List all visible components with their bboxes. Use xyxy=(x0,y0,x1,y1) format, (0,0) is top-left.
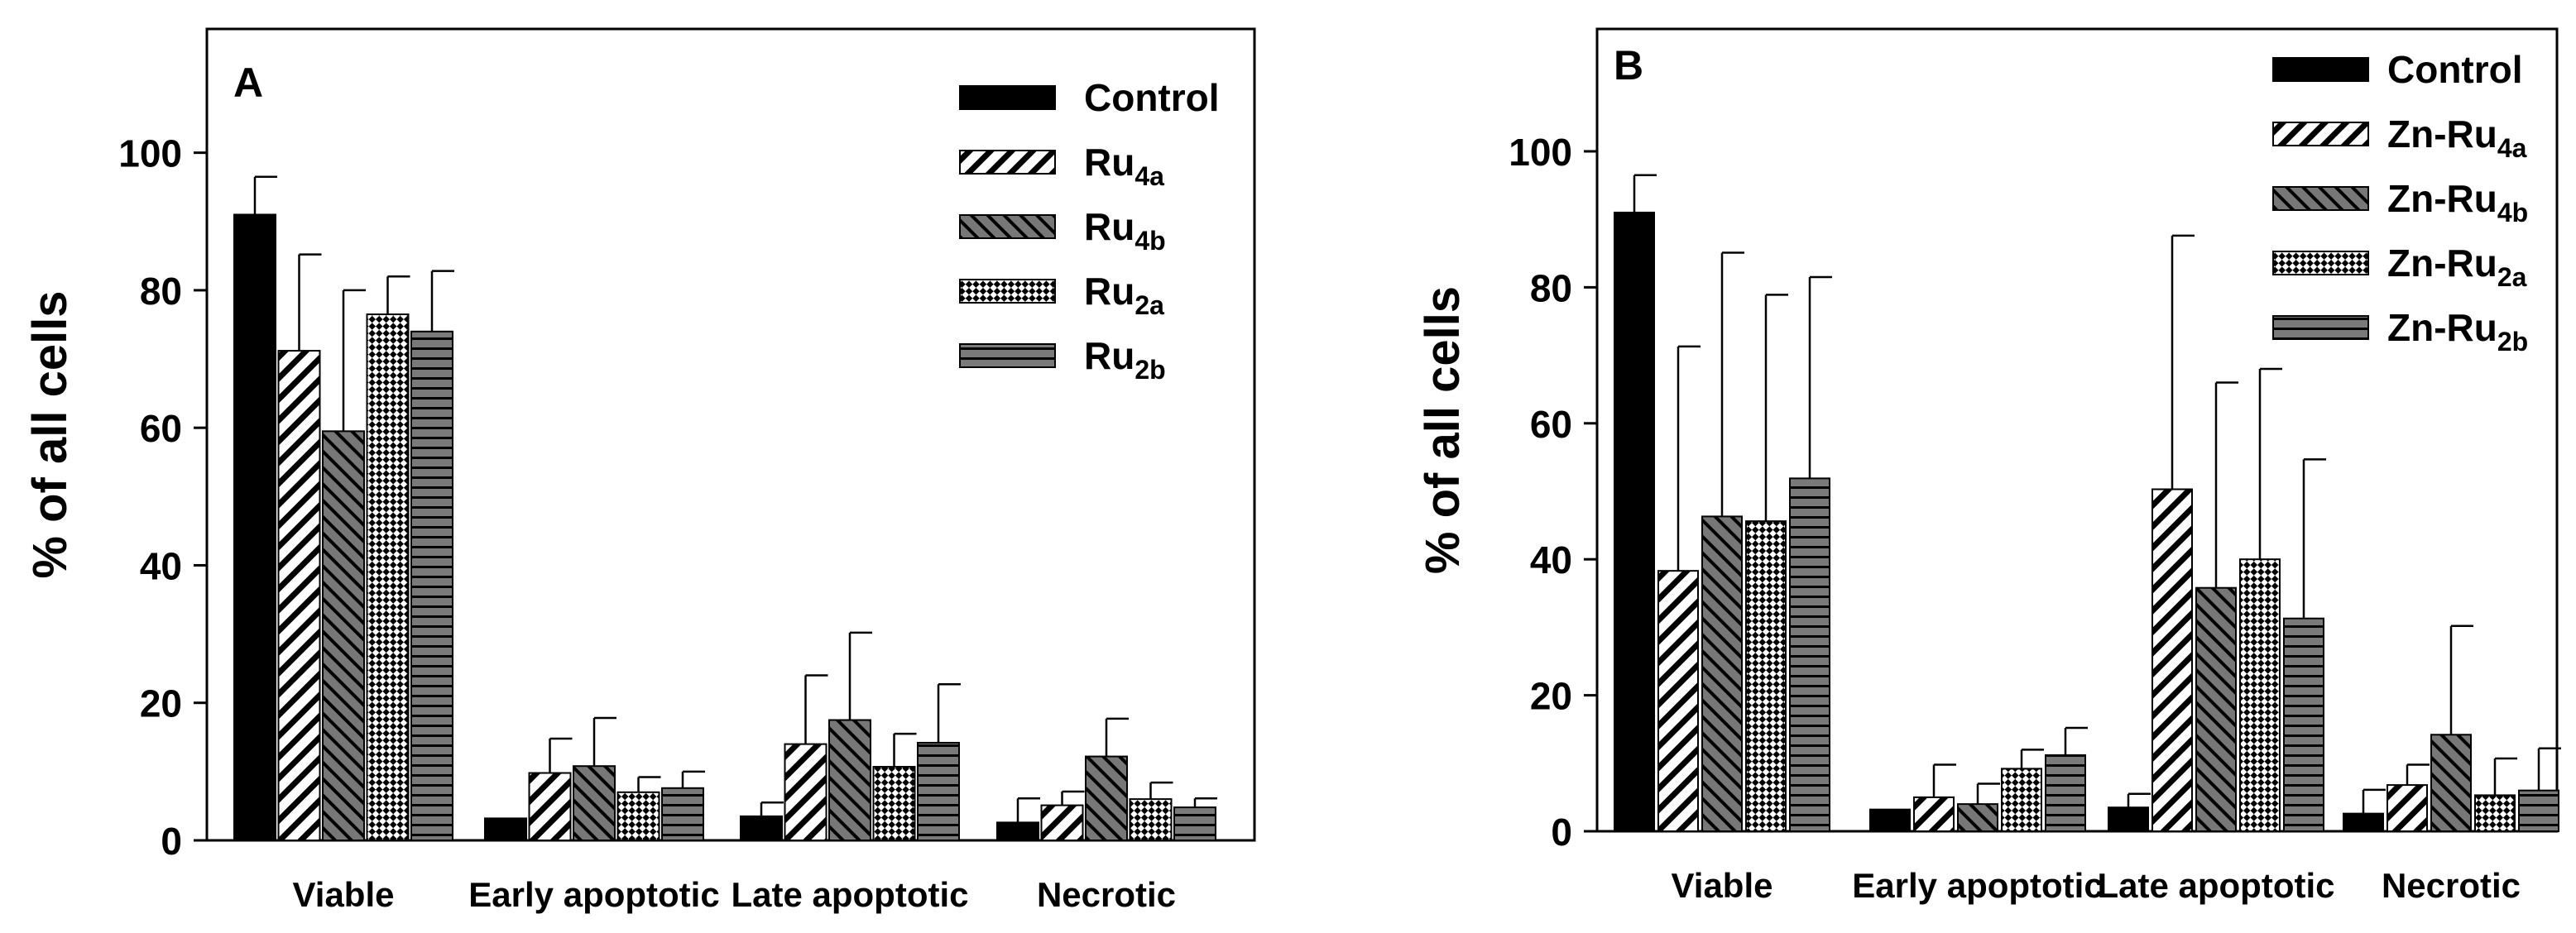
category-label-a-3: Necrotic xyxy=(1037,875,1176,914)
category-label-b-3: Necrotic xyxy=(2382,866,2521,905)
y-tick-label-b: 0 xyxy=(1551,811,1572,854)
y-tick-label-a: 0 xyxy=(161,820,182,863)
bar-a-0-1 xyxy=(277,350,321,841)
bar-a-0-0 xyxy=(233,213,276,841)
panel-label-a: A xyxy=(233,60,263,106)
legend-label-b-4: Zn-Ru2b xyxy=(2387,306,2528,356)
bar-b-0-4 xyxy=(1789,477,1830,832)
category-label-a-0: Viable xyxy=(293,875,395,914)
bar-b-3-0 xyxy=(2343,812,2384,833)
legend-subscript-b-4: 2b xyxy=(2497,327,2528,356)
category-label-b-2: Late apoptotic xyxy=(2097,866,2334,905)
bar-a-1-1 xyxy=(528,772,572,841)
legend-subscript-a-3: 2a xyxy=(1134,290,1164,320)
bar-b-1-0 xyxy=(1869,808,1911,832)
y-axis-label-a: % of all cells xyxy=(23,290,77,578)
y-tick-label-a: 60 xyxy=(140,407,182,450)
legend-swatch-a-0 xyxy=(959,85,1056,110)
bar-a-3-4 xyxy=(1173,806,1216,841)
legend-swatch-a-4 xyxy=(959,343,1056,368)
bar-a-2-2 xyxy=(828,719,871,841)
chart-panel-a: 0 20 40 60 80 100 % of all cells A Viable Early a… xyxy=(23,27,1256,914)
legend-label-a-3: Ru2a xyxy=(1084,270,1164,320)
y-tick-label-b: 40 xyxy=(1530,538,1572,581)
bar-a-3-3 xyxy=(1129,798,1173,842)
y-axis-label-b: % of all cells xyxy=(1416,286,1470,574)
legend-label-a-0: Control xyxy=(1084,76,1220,119)
y-tick-label-b: 60 xyxy=(1530,403,1572,446)
legend-label-a-1: Ru4a xyxy=(1084,141,1164,191)
chart-panel-b: 0 20 40 60 80 100 % of all cells B Viable Early a… xyxy=(1416,27,2561,905)
legend-subscript-b-2: 4b xyxy=(2497,198,2528,227)
bar-a-2-1 xyxy=(784,743,827,841)
legend-label-b-0: Control xyxy=(2387,48,2523,91)
legend-swatch-b-2 xyxy=(2272,186,2369,211)
bar-b-3-3 xyxy=(2474,794,2516,832)
bar-b-3-1 xyxy=(2387,784,2428,832)
category-label-b-1: Early apoptotic xyxy=(1852,866,2103,905)
bar-b-1-4 xyxy=(2045,754,2086,832)
legend-subscript-a-4: 2b xyxy=(1134,355,1165,385)
bar-b-0-1 xyxy=(1657,570,1699,832)
legend-subscript-b-3: 2a xyxy=(2497,262,2527,292)
bar-a-3-2 xyxy=(1085,755,1128,842)
y-tick-label-b: 100 xyxy=(1509,131,1572,174)
legend-label-a-4: Ru2b xyxy=(1084,334,1166,385)
bar-b-0-3 xyxy=(1745,520,1787,832)
legend-label-b-3: Zn-Ru2a xyxy=(2387,242,2527,292)
y-tick-label-a: 20 xyxy=(140,682,182,725)
legend-swatch-b-3 xyxy=(2272,251,2369,275)
legend-label-b-2: Zn-Ru4b xyxy=(2387,177,2528,227)
bar-a-3-1 xyxy=(1040,804,1084,841)
bar-b-2-1 xyxy=(2151,488,2193,833)
bar-a-0-2 xyxy=(322,430,365,841)
y-tick-label-a: 100 xyxy=(118,132,182,175)
legend-label-b-1: Zn-Ru4a xyxy=(2387,112,2527,163)
y-tick-label-b: 20 xyxy=(1530,675,1572,718)
legend-subscript-b-1: 4a xyxy=(2497,133,2527,163)
bar-a-1-0 xyxy=(484,817,527,841)
category-label-a-1: Early apoptotic xyxy=(468,875,719,914)
category-label-a-2: Late apoptotic xyxy=(731,875,968,914)
y-tick-label-a: 80 xyxy=(140,270,182,313)
bar-a-2-0 xyxy=(740,815,783,841)
bar-b-0-0 xyxy=(1614,211,1655,832)
bar-b-3-2 xyxy=(2430,734,2472,832)
legend-subscript-a-2: 4b xyxy=(1134,226,1165,256)
panel-label-b: B xyxy=(1614,42,1643,89)
legend-swatch-b-1 xyxy=(2272,122,2369,146)
category-label-b-0: Viable xyxy=(1672,866,1773,905)
bar-b-1-2 xyxy=(1957,803,1998,833)
bar-b-2-0 xyxy=(2108,806,2149,833)
bar-a-2-4 xyxy=(917,741,960,841)
legend-subscript-a-1: 4a xyxy=(1134,161,1164,191)
bar-a-1-2 xyxy=(573,765,616,841)
bar-b-1-1 xyxy=(1913,796,1955,833)
legend-swatch-a-3 xyxy=(959,279,1056,304)
plot-frame-a xyxy=(205,27,1256,842)
y-tick-label-b: 80 xyxy=(1530,266,1572,309)
legend-swatch-a-1 xyxy=(959,150,1056,175)
legend-swatch-b-0 xyxy=(2272,57,2369,82)
bar-b-1-3 xyxy=(2001,768,2042,832)
legend-swatch-a-2 xyxy=(959,214,1056,239)
legend-label-a-2: Ru4b xyxy=(1084,205,1166,256)
bar-a-1-3 xyxy=(616,791,660,842)
bar-a-2-3 xyxy=(872,766,916,842)
bar-b-2-3 xyxy=(2239,558,2281,833)
legend-swatch-b-4 xyxy=(2272,315,2369,340)
bar-b-2-2 xyxy=(2195,586,2237,832)
bar-b-0-2 xyxy=(1701,515,1743,832)
y-tick-label-a: 40 xyxy=(140,544,182,587)
bar-b-2-4 xyxy=(2283,617,2324,832)
bar-a-0-3 xyxy=(366,313,410,842)
bar-a-3-0 xyxy=(996,821,1039,842)
bar-b-3-4 xyxy=(2518,789,2559,833)
bar-a-0-4 xyxy=(410,330,453,841)
bar-a-1-4 xyxy=(661,787,704,842)
